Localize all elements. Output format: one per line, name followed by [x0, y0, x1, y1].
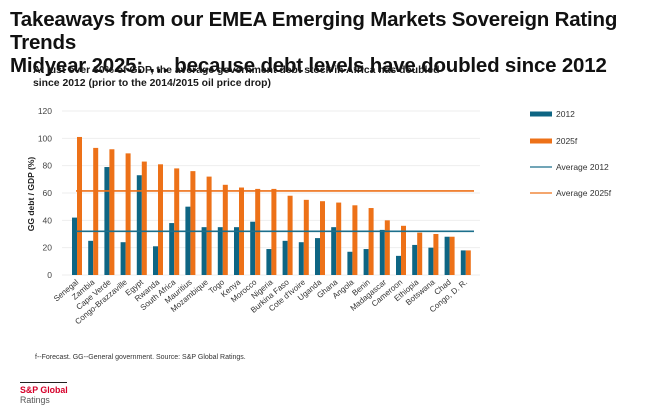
chart-title-line-2: since 2012 (prior to the 2014/2015 oil p…	[33, 78, 271, 89]
bar-2025f	[190, 171, 196, 275]
bar-2025f	[287, 195, 293, 275]
chart-title: At just over 60% of GDP, the average gov…	[33, 64, 513, 90]
y-tick-label: 100	[38, 133, 52, 143]
bar-2012	[363, 249, 369, 275]
bar-2012	[315, 238, 320, 275]
bar-2025f	[174, 168, 180, 275]
bar-2012	[136, 175, 142, 275]
bar-2012	[266, 249, 272, 275]
bar-2012	[282, 240, 288, 275]
bar-2012	[250, 221, 256, 275]
bar-2012	[379, 229, 385, 275]
bar-2012	[347, 251, 353, 275]
y-tick-label: 40	[43, 215, 53, 225]
bar-2025f	[449, 236, 455, 275]
bar-2012	[428, 247, 434, 275]
bars	[72, 136, 471, 275]
bar-2025f	[141, 161, 147, 275]
bar-2012	[169, 223, 175, 275]
y-axis-ticks: 0 20 40 60 80 100 120	[38, 106, 52, 280]
bar-2025f	[465, 250, 471, 275]
legend-label: 2025f	[556, 136, 578, 146]
y-tick-label: 20	[43, 243, 53, 253]
bar-2025f	[417, 232, 423, 275]
bar-2012	[185, 206, 191, 275]
bar-2025f	[222, 184, 228, 275]
bar-2012	[234, 227, 239, 275]
page-title: Takeaways from our EMEA Emerging Markets…	[10, 8, 650, 77]
bar-2025f	[433, 234, 439, 275]
logo-rule	[20, 382, 67, 383]
bar-2025f	[401, 225, 406, 275]
bar-2025f	[109, 149, 115, 275]
bar-2012	[412, 244, 418, 275]
legend-label: 2012	[556, 109, 575, 119]
bar-2025f	[320, 201, 325, 275]
bar-2012	[444, 236, 450, 275]
bar-2025f	[77, 136, 82, 275]
bar-2012	[88, 240, 94, 275]
bar-2025f	[352, 205, 358, 275]
y-tick-label: 80	[43, 161, 53, 171]
chart-title-line-1: At just over 60% of GDP, the average gov…	[33, 65, 440, 76]
bar-2025f	[336, 202, 342, 275]
bar-2012	[104, 167, 110, 275]
legend-label: Average 2012	[556, 162, 609, 172]
legend-label: Average 2025f	[556, 188, 612, 198]
y-tick-label: 120	[38, 106, 52, 116]
bar-2025f	[93, 147, 99, 275]
y-tick-label: 0	[47, 270, 52, 280]
bar-2025f	[384, 220, 390, 275]
bar-2012	[460, 250, 466, 275]
bar-2012	[298, 242, 304, 275]
y-axis-label: GG debt / GDP (%)	[26, 157, 36, 232]
bar-2012	[217, 227, 223, 275]
bar-2012	[331, 227, 337, 275]
legend-swatch	[530, 138, 552, 144]
legend-swatch	[530, 111, 552, 117]
bar-2012	[201, 227, 207, 275]
logo-text-bottom: Ratings	[20, 395, 50, 405]
bar-2025f	[125, 153, 131, 275]
page-title-line-1: Takeaways from our EMEA Emerging Markets…	[10, 8, 618, 54]
bar-2012	[153, 246, 158, 275]
logo-text-top: S&P Global	[20, 385, 68, 395]
average-lines	[76, 190, 474, 233]
bar-2025f	[303, 199, 309, 275]
sp-global-logo: S&P Global Ratings	[20, 382, 68, 406]
bar-2025f	[368, 208, 374, 275]
bar-2012	[396, 255, 401, 275]
footnote: f--Forecast. GG--General government. Sou…	[35, 354, 246, 361]
legend: 2012 2025f Average 2012 Average 2025f	[530, 109, 612, 198]
bar-2025f	[206, 176, 212, 275]
bar-2025f	[158, 164, 163, 275]
bar-2012	[120, 242, 126, 275]
y-tick-label: 60	[43, 188, 53, 198]
bar-2012	[72, 217, 77, 275]
page-title-line-2: Midyear 2025: … because debt levels have…	[10, 54, 607, 77]
